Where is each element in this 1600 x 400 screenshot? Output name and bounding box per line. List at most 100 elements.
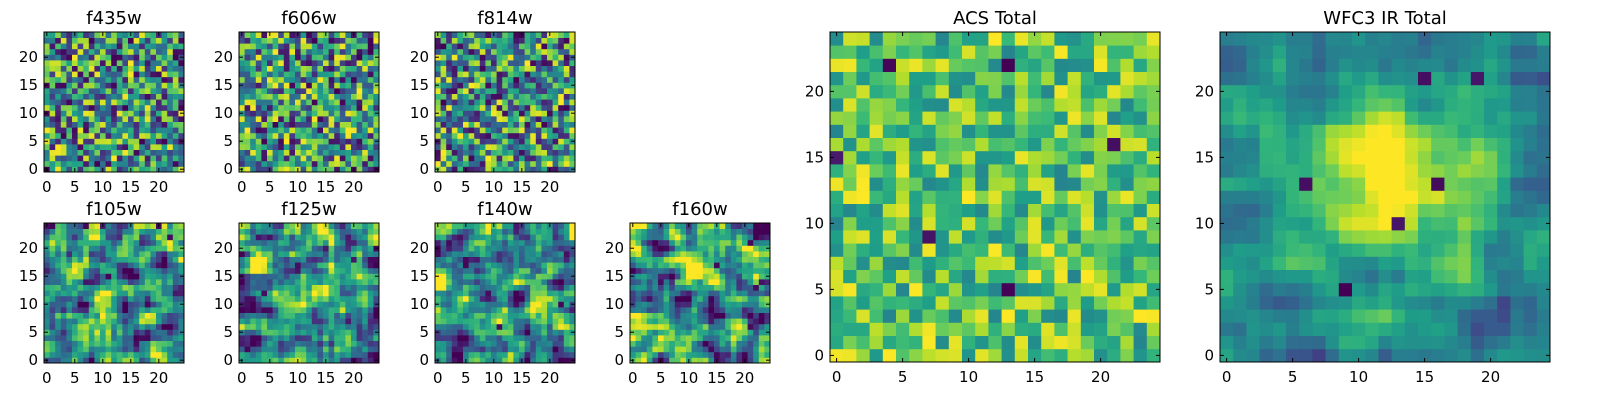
heatmap-cell	[535, 93, 542, 100]
heatmap-cell	[535, 228, 542, 235]
heatmap-cell	[552, 223, 559, 229]
heatmap-cell	[295, 335, 301, 341]
heatmap-cell	[111, 82, 118, 89]
heatmap-cell	[496, 245, 503, 252]
heatmap-cell	[569, 71, 576, 78]
heatmap-cell	[714, 290, 720, 297]
heatmap-cell	[491, 65, 497, 72]
heatmap-cell	[362, 144, 369, 150]
heatmap-cell	[77, 93, 84, 100]
heatmap-cell	[156, 245, 162, 252]
heatmap-cell	[66, 48, 73, 55]
heatmap-cell	[1067, 335, 1082, 350]
heatmap-cell	[283, 71, 290, 78]
heatmap-cell	[658, 228, 664, 235]
heatmap-cell	[351, 234, 357, 241]
heatmap-cell	[502, 351, 509, 358]
heatmap-cell	[55, 335, 62, 341]
heatmap-cell	[83, 149, 90, 156]
heatmap-cell	[474, 223, 481, 229]
heatmap-cell	[300, 48, 307, 55]
heatmap-cell	[139, 166, 146, 173]
heatmap-cell	[479, 290, 486, 297]
heatmap-cell	[747, 279, 754, 285]
heatmap-cell	[60, 267, 67, 274]
heatmap-cell	[178, 351, 185, 358]
heatmap-cell	[111, 290, 118, 297]
heatmap-cell	[367, 48, 374, 55]
heatmap-cell	[457, 32, 464, 38]
heatmap-cell	[283, 307, 290, 313]
heatmap-cell	[922, 203, 936, 218]
heatmap-cell	[558, 284, 565, 291]
heatmap-cell	[541, 76, 548, 83]
heatmap-cell	[178, 335, 185, 341]
heatmap-cell	[658, 273, 664, 280]
heatmap-cell	[935, 256, 950, 270]
heatmap-cell	[122, 273, 129, 280]
heatmap-cell	[680, 329, 687, 336]
heatmap-cell	[747, 335, 754, 341]
heatmap-cell	[83, 82, 90, 89]
heatmap-cell	[730, 239, 737, 246]
heatmap-cell	[139, 48, 146, 55]
heatmap-cell	[55, 48, 62, 55]
heatmap-cell	[909, 164, 923, 178]
heatmap-cell	[680, 262, 687, 269]
heatmap-cell	[323, 149, 329, 156]
heatmap-cell	[463, 256, 469, 263]
heatmap-cell	[742, 251, 748, 257]
heatmap-cell	[317, 48, 324, 55]
heatmap-cell	[72, 110, 78, 117]
heatmap-cell	[278, 228, 285, 235]
heatmap-cell	[457, 318, 464, 325]
heatmap-cell	[882, 309, 897, 323]
heatmap-cell	[747, 256, 754, 263]
heatmap-cell	[446, 239, 453, 246]
heatmap-cell	[530, 60, 537, 66]
heatmap-cell	[172, 351, 179, 358]
heatmap-cell	[519, 43, 525, 50]
heatmap-cell	[485, 295, 492, 302]
heatmap-cell	[178, 144, 185, 150]
heatmap-cell	[144, 279, 151, 285]
heatmap-cell	[753, 228, 760, 235]
heatmap-cell	[261, 256, 268, 263]
heatmap-cell	[317, 127, 324, 134]
heatmap-cell	[178, 37, 185, 44]
heatmap-cell	[485, 223, 492, 229]
heatmap-cell	[328, 104, 335, 111]
heatmap-cell	[133, 273, 140, 280]
heatmap-cell	[49, 138, 56, 145]
heatmap-cell	[49, 284, 56, 291]
heatmap-cell	[83, 329, 90, 336]
heatmap-cell	[278, 43, 285, 50]
heatmap-cell	[663, 273, 670, 280]
heatmap-cell	[468, 245, 475, 252]
heatmap-cell	[697, 279, 704, 285]
heatmap-cell	[77, 295, 84, 302]
heatmap-cell	[535, 307, 542, 313]
heatmap-cell	[105, 60, 112, 66]
heatmap-cell	[569, 121, 576, 128]
heatmap-cell	[513, 273, 520, 280]
heatmap-cell	[105, 138, 112, 145]
heatmap-cell	[111, 144, 118, 150]
heatmap-cell	[55, 262, 62, 269]
heatmap-cell	[547, 284, 553, 291]
heatmap-cell	[139, 340, 146, 347]
heatmap-cell	[289, 144, 296, 150]
heatmap-cell	[519, 65, 525, 72]
heatmap-cell	[239, 132, 245, 139]
heatmap-cell	[563, 127, 570, 134]
heatmap-cell	[869, 282, 884, 297]
heatmap-cell	[714, 245, 720, 252]
heatmap-cell	[446, 166, 453, 173]
heatmap-cell	[563, 290, 570, 297]
heatmap-cell	[896, 322, 910, 336]
heatmap-cell	[491, 329, 497, 336]
heatmap-cell	[133, 43, 140, 50]
heatmap-cell	[563, 273, 570, 280]
heatmap-cell	[468, 127, 475, 134]
heatmap-cell	[479, 104, 486, 111]
